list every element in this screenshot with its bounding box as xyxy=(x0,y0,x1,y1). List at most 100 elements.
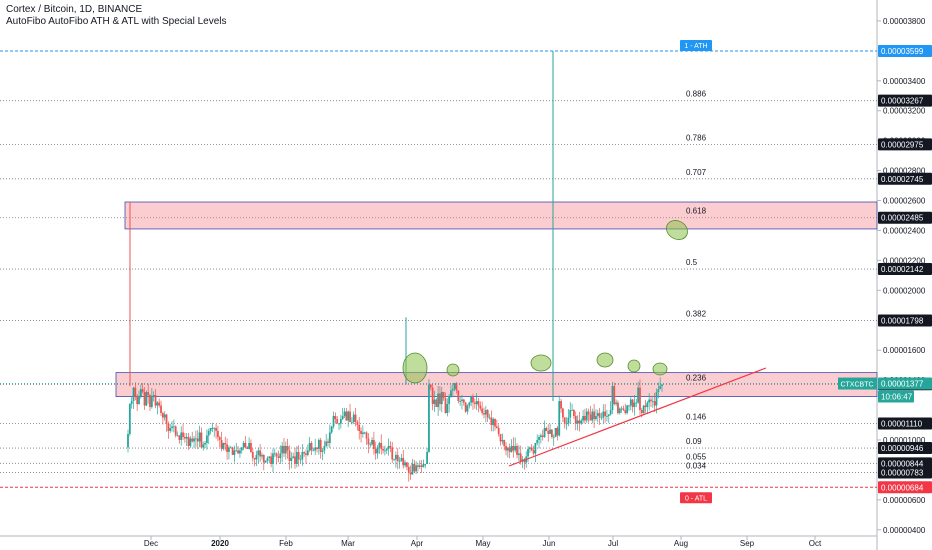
candle-body xyxy=(264,460,267,463)
touch-ellipse xyxy=(402,352,428,384)
candle-body xyxy=(163,414,166,418)
fib-price-badge xyxy=(878,263,932,276)
candle-body xyxy=(380,442,383,449)
fib-price-badge xyxy=(878,138,932,151)
candle-body xyxy=(389,445,392,448)
candle-body xyxy=(332,416,335,427)
candle-body xyxy=(128,404,131,434)
candle-body xyxy=(538,436,540,440)
candle-body xyxy=(653,401,656,406)
candle-body xyxy=(450,390,452,397)
candle-body xyxy=(567,417,570,424)
y-tick-label: 0.00000400 xyxy=(883,526,926,535)
candle-body xyxy=(415,465,418,472)
fib-price-label: 0.00000946 xyxy=(881,444,924,453)
candle-body xyxy=(242,442,245,448)
candle-body xyxy=(640,410,643,414)
fib-ratio-label: 0.034 xyxy=(686,461,707,470)
candle-body xyxy=(440,392,443,405)
candle-body xyxy=(530,447,533,451)
y-tick-label: 0.00002800 xyxy=(883,167,926,176)
x-tick-label: May xyxy=(475,539,490,548)
candle-body xyxy=(316,447,318,449)
candle-body xyxy=(290,457,293,461)
candle-body xyxy=(453,383,456,390)
candle-body xyxy=(178,435,181,440)
candle-body xyxy=(154,395,157,406)
y-tick-label: 0.00003400 xyxy=(883,77,926,86)
fib-ratio-label: 0.786 xyxy=(686,133,707,142)
candle-body xyxy=(382,448,384,451)
candle-body xyxy=(321,450,324,452)
candle-body xyxy=(196,438,199,442)
candle-body xyxy=(365,432,368,439)
candle-body xyxy=(314,447,317,451)
candle-body xyxy=(617,402,619,414)
candle-body xyxy=(183,436,186,439)
candle-body xyxy=(149,395,151,408)
candle-body xyxy=(413,463,416,472)
x-tick-label: Feb xyxy=(279,539,293,548)
candle-body xyxy=(484,410,487,415)
candle-body xyxy=(330,426,333,433)
candle-body xyxy=(574,416,577,424)
candle-body xyxy=(283,445,285,454)
candle-body xyxy=(505,445,507,451)
candle-body xyxy=(497,427,500,434)
chart-title: Cortex / Bitcoin, 1D, BINANCE xyxy=(6,4,143,15)
candle-body xyxy=(573,410,575,417)
candle-body xyxy=(204,442,206,445)
candle-body xyxy=(611,386,614,411)
fib-price-badge xyxy=(878,442,932,455)
candle-body xyxy=(202,444,205,448)
candle-body xyxy=(620,408,623,410)
candle-body xyxy=(420,465,423,467)
x-tick-label: 2020 xyxy=(211,539,229,548)
candle-body xyxy=(517,453,520,455)
candle-body xyxy=(626,405,629,414)
candle-body xyxy=(563,417,566,424)
candle-body xyxy=(369,444,372,446)
candle-body xyxy=(501,439,504,442)
candle-body xyxy=(246,447,249,449)
candle-body xyxy=(508,447,511,452)
candle-body xyxy=(240,447,243,451)
candle-body xyxy=(428,384,430,452)
y-tick-label: 0.00002200 xyxy=(883,256,926,265)
candle-body xyxy=(528,447,531,449)
candle-body xyxy=(156,402,159,406)
candle-body xyxy=(187,436,190,446)
fib-price-label: 0.00000844 xyxy=(881,459,924,468)
fib-price-label: 0.00000783 xyxy=(881,468,924,477)
candle-body xyxy=(459,401,462,402)
candle-body xyxy=(606,416,608,417)
candle-body xyxy=(259,450,262,457)
candle-body xyxy=(431,387,434,405)
candle-body xyxy=(596,413,599,417)
x-tick-label: Oct xyxy=(809,539,822,548)
candle-body xyxy=(644,405,647,408)
candle-body xyxy=(161,413,164,418)
candle-body xyxy=(338,423,340,425)
fib-price-badge xyxy=(878,466,932,479)
candle-body xyxy=(642,405,645,414)
candle-body xyxy=(325,441,328,446)
candle-body xyxy=(185,436,188,439)
candle-body xyxy=(171,426,173,428)
candle-body xyxy=(448,396,451,405)
fib-price-badge xyxy=(878,211,932,224)
touch-ellipse xyxy=(446,363,460,377)
candle-body xyxy=(578,420,581,424)
candle-body xyxy=(495,426,498,428)
candle-body xyxy=(429,384,432,388)
candle-body xyxy=(539,435,542,437)
candle-body xyxy=(558,401,561,436)
candle-body xyxy=(514,445,517,451)
fib-price-badge xyxy=(878,172,932,185)
y-tick-label: 0.00001000 xyxy=(883,436,926,445)
candle-body xyxy=(215,427,217,431)
candle-body xyxy=(527,448,529,457)
candle-body xyxy=(651,401,654,402)
